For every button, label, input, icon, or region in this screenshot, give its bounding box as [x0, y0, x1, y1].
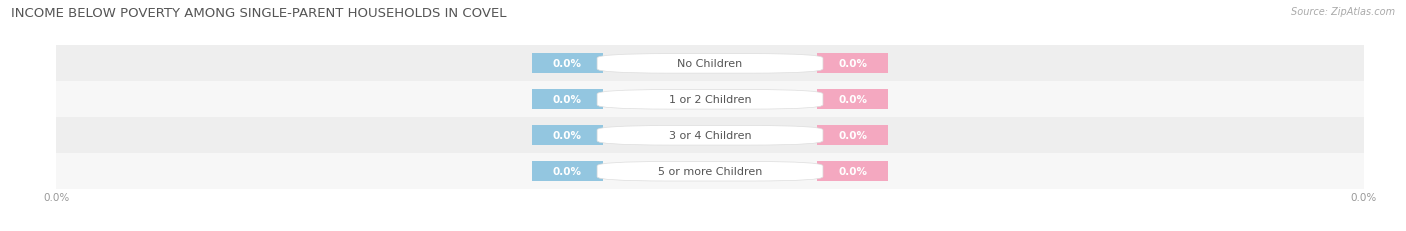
Text: INCOME BELOW POVERTY AMONG SINGLE-PARENT HOUSEHOLDS IN COVEL: INCOME BELOW POVERTY AMONG SINGLE-PARENT… — [11, 7, 506, 20]
Bar — [56, 154, 1364, 189]
Text: No Children: No Children — [678, 59, 742, 69]
Bar — [56, 82, 1364, 118]
FancyBboxPatch shape — [598, 162, 823, 181]
Bar — [56, 46, 1364, 82]
Text: 0.0%: 0.0% — [838, 95, 868, 105]
Text: 0.0%: 0.0% — [553, 167, 582, 176]
Text: 0.0%: 0.0% — [838, 167, 868, 176]
Bar — [56, 118, 1364, 154]
FancyBboxPatch shape — [598, 126, 823, 146]
Bar — [817, 162, 889, 181]
Bar — [817, 90, 889, 110]
FancyBboxPatch shape — [598, 54, 823, 74]
Bar — [531, 90, 603, 110]
Bar — [531, 126, 603, 146]
Text: 0.0%: 0.0% — [838, 131, 868, 141]
Bar — [817, 126, 889, 146]
Text: Source: ZipAtlas.com: Source: ZipAtlas.com — [1291, 7, 1395, 17]
Text: 0.0%: 0.0% — [553, 95, 582, 105]
Bar — [817, 54, 889, 74]
Text: 5 or more Children: 5 or more Children — [658, 167, 762, 176]
Bar — [531, 162, 603, 181]
Text: 3 or 4 Children: 3 or 4 Children — [669, 131, 751, 141]
Text: 0.0%: 0.0% — [553, 131, 582, 141]
Text: 0.0%: 0.0% — [553, 59, 582, 69]
FancyBboxPatch shape — [598, 90, 823, 110]
Text: 1 or 2 Children: 1 or 2 Children — [669, 95, 751, 105]
Text: 0.0%: 0.0% — [838, 59, 868, 69]
Bar — [531, 54, 603, 74]
